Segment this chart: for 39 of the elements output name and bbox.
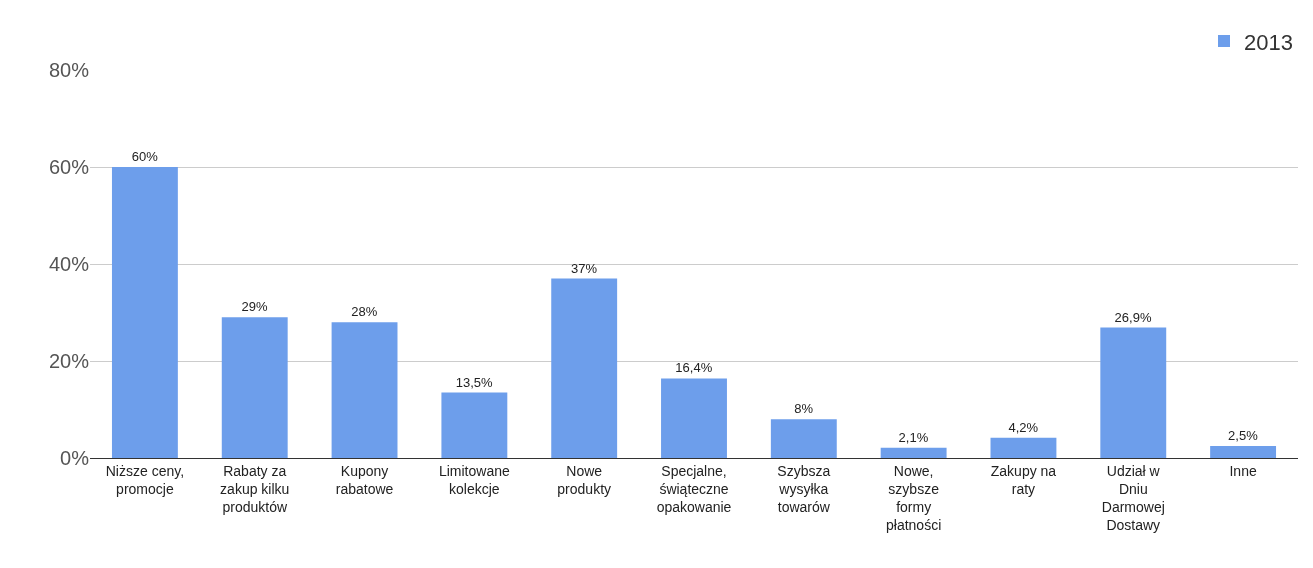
bar [221, 317, 288, 458]
data-label: 2,5% [1228, 427, 1259, 443]
y-tick-label: 20% [48, 350, 90, 372]
data-label: 13,5% [455, 374, 494, 390]
data-label: 37% [570, 260, 598, 276]
x-tick-label: Szybsza wysyłka towarów [777, 462, 831, 516]
bar [661, 378, 727, 458]
bar [1210, 445, 1277, 458]
x-tick-label: Nowe, szybsze formy płatności [886, 462, 942, 534]
x-tick-label: Inne [1229, 462, 1257, 479]
x-tick-label: Limitowane kolekcje [438, 462, 510, 497]
y-tick-label: 60% [48, 156, 90, 178]
bar [990, 437, 1057, 458]
bar [441, 392, 508, 458]
bar [880, 447, 947, 458]
bar [1100, 327, 1167, 458]
data-label: 60% [131, 149, 159, 164]
y-tick-label: 0% [60, 447, 90, 469]
x-tick-label: Nowe produkty [557, 462, 612, 497]
bar [111, 167, 178, 458]
bar [551, 278, 618, 458]
legend-label: 2013 [1244, 29, 1293, 55]
data-label: 2,1% [898, 429, 929, 445]
x-tick-label: Zakupy na raty [990, 462, 1057, 497]
data-label: 29% [241, 299, 268, 315]
y-tick-label: 80% [48, 59, 90, 81]
data-label: 4,2% [1008, 419, 1039, 435]
x-tick-label: Kupony rabatowe [335, 462, 394, 497]
x-tick-label: Rabaty za zakup kilku produktów [220, 462, 290, 516]
data-label: 8% [794, 401, 814, 417]
x-tick-label: Udział w Dniu Darmowej Dostawy [1101, 462, 1165, 534]
data-label: 28% [351, 304, 378, 320]
data-label: 26,9% [1114, 309, 1152, 325]
bar [331, 322, 398, 458]
x-tick-label: Niższe ceny, promocje [105, 462, 185, 497]
data-label: 16,4% [675, 360, 713, 376]
y-tick-label: 40% [48, 253, 90, 275]
x-tick-label: Specjalne, świąteczne opakowanie [656, 462, 732, 516]
bar [770, 419, 837, 458]
